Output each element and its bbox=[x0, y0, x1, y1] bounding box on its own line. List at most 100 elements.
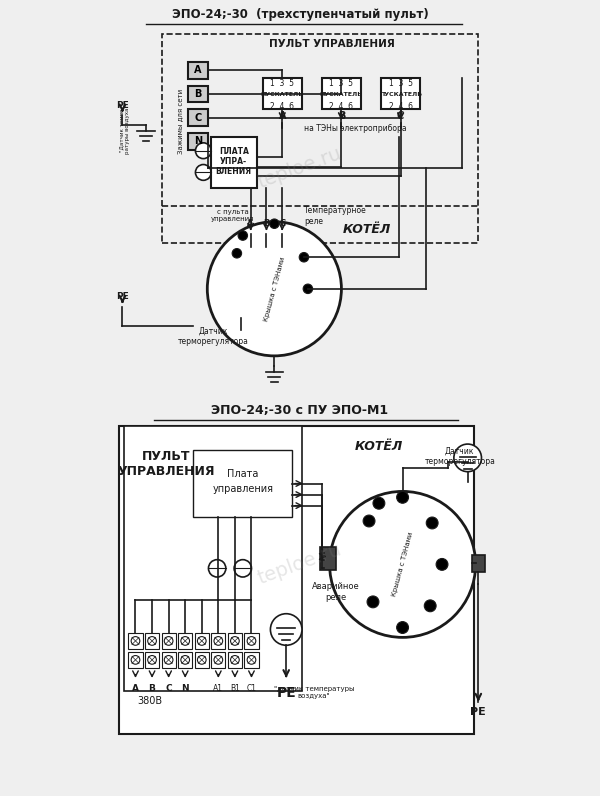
Text: Датчик
терморегулятора: Датчик терморегулятора bbox=[178, 326, 248, 345]
Text: "Датчик темпе-
ратуры воздуха": "Датчик темпе- ратуры воздуха" bbox=[119, 104, 130, 154]
Bar bbox=[145, 652, 159, 668]
Text: на ТЭНы электроприбора: на ТЭНы электроприбора bbox=[304, 123, 407, 133]
Circle shape bbox=[164, 656, 173, 664]
Text: С: С bbox=[397, 111, 404, 122]
Text: teploe.ru: teploe.ru bbox=[256, 145, 344, 193]
Bar bbox=[322, 78, 361, 109]
Bar bbox=[128, 652, 143, 668]
Circle shape bbox=[234, 560, 251, 577]
Circle shape bbox=[397, 491, 409, 503]
Bar bbox=[161, 633, 176, 650]
Text: ЭПО-24;-30  (трехступенчатый пульт): ЭПО-24;-30 (трехступенчатый пульт) bbox=[172, 8, 428, 21]
Circle shape bbox=[373, 498, 385, 509]
Text: УПРА-: УПРА- bbox=[220, 157, 247, 166]
Circle shape bbox=[397, 622, 409, 634]
Circle shape bbox=[367, 596, 379, 608]
Bar bbox=[124, 427, 302, 691]
Text: С: С bbox=[279, 219, 286, 228]
Circle shape bbox=[232, 248, 242, 258]
Bar bbox=[211, 652, 226, 668]
Bar bbox=[128, 633, 143, 650]
Circle shape bbox=[329, 491, 476, 638]
Text: ПУЛЬТ
УПРАВЛЕНИЯ: ПУЛЬТ УПРАВЛЕНИЯ bbox=[117, 450, 215, 478]
Text: управления: управления bbox=[212, 485, 273, 494]
Text: РЕ: РЕ bbox=[277, 685, 296, 700]
Text: 1  3  5: 1 3 5 bbox=[389, 79, 413, 88]
Circle shape bbox=[303, 284, 313, 294]
Circle shape bbox=[131, 656, 140, 664]
Bar bbox=[178, 652, 192, 668]
Bar bbox=[472, 555, 485, 572]
Text: N: N bbox=[194, 136, 202, 146]
Text: В: В bbox=[263, 219, 269, 228]
Bar bbox=[211, 137, 257, 188]
Circle shape bbox=[197, 637, 206, 646]
Text: "датчик температуры
воздуха": "датчик температуры воздуха" bbox=[274, 686, 354, 699]
Circle shape bbox=[208, 560, 226, 577]
Text: ПУЛЬТ УПРАВЛЕНИЯ: ПУЛЬТ УПРАВЛЕНИЯ bbox=[269, 39, 394, 49]
Circle shape bbox=[197, 656, 206, 664]
Text: А: А bbox=[247, 219, 254, 228]
Circle shape bbox=[436, 559, 448, 570]
Circle shape bbox=[214, 637, 223, 646]
Text: ПЛАТА: ПЛАТА bbox=[219, 147, 248, 156]
Circle shape bbox=[181, 637, 190, 646]
Circle shape bbox=[454, 444, 481, 472]
Bar bbox=[119, 427, 473, 734]
Circle shape bbox=[271, 614, 302, 646]
Bar bbox=[194, 652, 209, 668]
Text: Крышка с ТЭНами: Крышка с ТЭНами bbox=[263, 256, 286, 322]
Circle shape bbox=[247, 637, 256, 646]
Text: teploe.ru: teploe.ru bbox=[256, 540, 344, 588]
Circle shape bbox=[238, 231, 248, 240]
Text: КОТЁЛ: КОТЁЛ bbox=[355, 439, 403, 453]
Text: ПУСКАТЕЛЬ: ПУСКАТЕЛЬ bbox=[260, 92, 304, 97]
Text: Датчик
терморегулятора: Датчик терморегулятора bbox=[424, 447, 495, 466]
Bar bbox=[145, 633, 159, 650]
Text: 2  4  6: 2 4 6 bbox=[270, 102, 294, 111]
Text: 1  3  5: 1 3 5 bbox=[329, 79, 353, 88]
Text: Крышка с ТЭНами: Крышка с ТЭНами bbox=[391, 532, 414, 597]
Bar bbox=[193, 450, 292, 517]
Text: Зажимы для сети: Зажимы для сети bbox=[176, 88, 182, 154]
Circle shape bbox=[196, 142, 211, 158]
Circle shape bbox=[299, 252, 308, 262]
Text: 2  4  6: 2 4 6 bbox=[329, 102, 353, 111]
Circle shape bbox=[426, 517, 438, 529]
Text: ЭПО-24;-30 с ПУ ЭПО-М1: ЭПО-24;-30 с ПУ ЭПО-М1 bbox=[211, 404, 389, 417]
Bar bbox=[320, 547, 335, 570]
Bar bbox=[194, 633, 209, 650]
Bar bbox=[228, 652, 242, 668]
Text: А: А bbox=[278, 111, 286, 122]
Text: РЕ: РЕ bbox=[116, 292, 129, 301]
Bar bbox=[188, 133, 208, 150]
Text: с пульта
управления: с пульта управления bbox=[211, 209, 254, 221]
Text: Температурное
реле: Температурное реле bbox=[304, 206, 367, 225]
Circle shape bbox=[214, 656, 223, 664]
Text: С: С bbox=[166, 685, 172, 693]
Text: КОТЁЛ: КОТЁЛ bbox=[343, 223, 391, 236]
Circle shape bbox=[148, 637, 157, 646]
Bar bbox=[228, 633, 242, 650]
Circle shape bbox=[269, 219, 279, 228]
Circle shape bbox=[207, 222, 341, 356]
Text: В1: В1 bbox=[230, 685, 240, 693]
Bar bbox=[162, 34, 478, 244]
Bar bbox=[244, 652, 259, 668]
Circle shape bbox=[164, 637, 173, 646]
Circle shape bbox=[131, 637, 140, 646]
Bar bbox=[263, 78, 302, 109]
Circle shape bbox=[247, 656, 256, 664]
Text: ПУСКАТЕЛЬ: ПУСКАТЕЛЬ bbox=[320, 92, 363, 97]
Text: N: N bbox=[181, 685, 189, 693]
Text: А: А bbox=[132, 685, 139, 693]
Bar bbox=[188, 62, 208, 79]
Circle shape bbox=[230, 656, 239, 664]
Text: С1: С1 bbox=[247, 685, 256, 693]
Bar bbox=[178, 633, 192, 650]
Text: B: B bbox=[194, 89, 202, 99]
Bar bbox=[211, 633, 226, 650]
Circle shape bbox=[230, 637, 239, 646]
Circle shape bbox=[181, 656, 190, 664]
Text: 1  3  5: 1 3 5 bbox=[270, 79, 294, 88]
